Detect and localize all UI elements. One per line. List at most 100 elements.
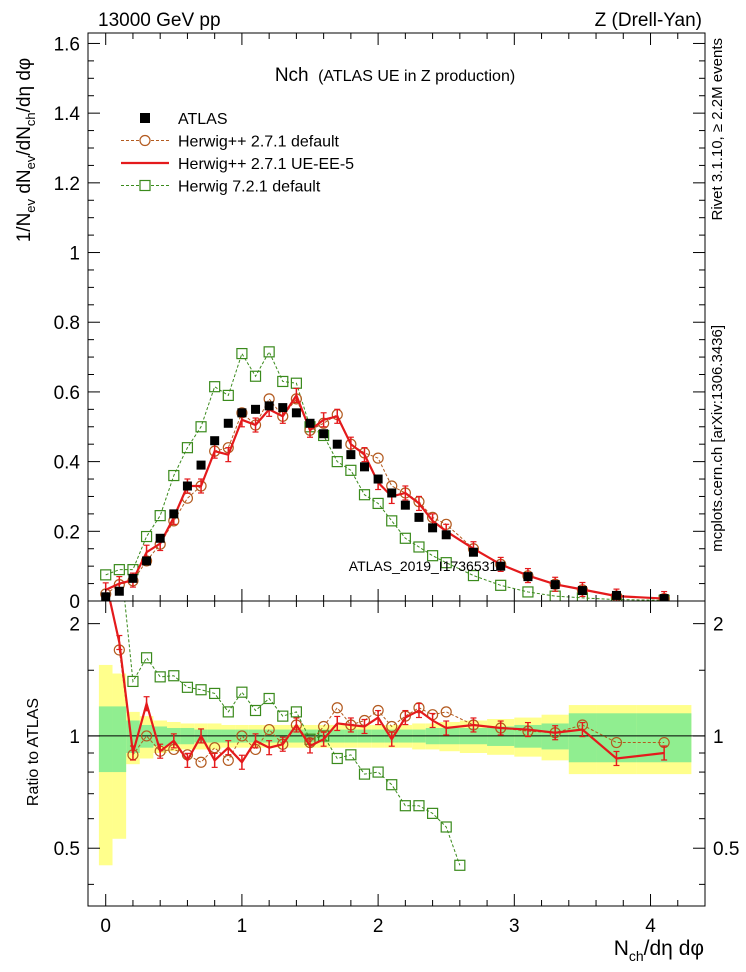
ratio-point-2-9 (222, 706, 234, 718)
ratio-point-2-20 (372, 766, 384, 778)
legend-label-0: ATLAS (178, 111, 228, 128)
ratio-point-0-6 (195, 756, 207, 768)
main-point-0-17 (332, 439, 342, 449)
ratio-point-2-23 (413, 800, 425, 812)
ratio-y-axis-label: Ratio to ATLAS (25, 698, 42, 806)
main-point-3-10 (236, 347, 248, 360)
main-point-0-8 (210, 436, 220, 446)
main-point-3-4 (154, 510, 166, 522)
main-point-0-29 (550, 580, 560, 590)
main-ytick-label-3: 0.6 (54, 383, 80, 404)
main-point-3-1 (113, 564, 125, 576)
main-ytick-label-0: 0 (69, 592, 80, 613)
main-point-3-18 (345, 464, 357, 476)
main-point-3-8 (209, 381, 221, 393)
main-point-3-9 (222, 389, 234, 402)
main-point-3-28 (522, 586, 534, 598)
ratio-x-axis-label: Nch/dη dφ (614, 937, 704, 964)
ratio-point-2-17 (331, 752, 343, 765)
legend-entry-1: Herwig++ 2.7.1 default (121, 134, 340, 151)
legend-marker-0 (140, 113, 150, 123)
main-point-3-27 (495, 579, 507, 591)
main-point-0-23 (414, 512, 424, 522)
ratio-ytick-label-0: 0.5 (54, 839, 80, 860)
ratio-xtick-label-1: 1 (237, 916, 248, 937)
main-point-0-25 (441, 530, 451, 540)
legend-label-2: Herwig++ 2.7.1 UE-EE-5 (178, 156, 354, 173)
main-point-3-23 (413, 541, 425, 553)
ratio-point-2-6 (181, 681, 194, 693)
ratio-point-2-13 (277, 710, 289, 722)
legend-marker-1 (139, 134, 151, 147)
ratio-point-2-5 (168, 670, 180, 682)
main-point-3-24 (426, 550, 439, 562)
main-ytick-label-2: 0.4 (54, 453, 81, 474)
ratio-point-2-22 (399, 800, 411, 812)
ratio-point-0-2 (140, 730, 153, 742)
ratio-point-2-19 (358, 768, 371, 780)
main-point-3-26 (467, 569, 480, 582)
legend-label-1: Herwig++ 2.7.1 default (178, 134, 340, 151)
ratio-point-2-1 (114, 543, 124, 553)
main-point-0-5 (169, 509, 179, 519)
ratio-point-0-7 (209, 742, 221, 754)
ratio-xtick-label-2: 2 (373, 916, 384, 937)
ratio-ytick-label-right-1: 1 (713, 727, 724, 748)
ratio-point-0-20 (386, 720, 398, 733)
band-green-0 (98, 706, 113, 773)
main-point-0-18 (346, 450, 356, 460)
ratio-bands (88, 664, 705, 866)
main-point-0-28 (523, 572, 533, 582)
main-point-0-12 (264, 401, 274, 411)
ratio-ytick-label-2: 2 (69, 615, 80, 636)
main-ytick-label-1: 0.2 (54, 522, 80, 543)
main-point-3-21 (386, 515, 398, 527)
ratio-point-2-11 (249, 704, 262, 717)
main-point-0-2 (128, 573, 138, 583)
main-ytick-label-4: 0.8 (54, 313, 80, 334)
main-series (100, 346, 670, 601)
ratio-point-2-0 (101, 441, 111, 451)
ratio-point-2-26 (454, 859, 466, 871)
ratio-point-2-8 (209, 687, 221, 700)
main-series-0 (101, 401, 669, 601)
main-point-3-25 (440, 557, 452, 569)
main-point-0-10 (237, 408, 247, 418)
plot-title: Nch (ATLAS UE in Z production) (275, 65, 515, 86)
main-point-3-11 (249, 370, 262, 382)
main-point-3-13 (277, 375, 289, 388)
ratio-ytick-label-1: 1 (69, 727, 80, 748)
main-point-3-5 (168, 469, 180, 482)
legend-entry-0: ATLAS (140, 111, 228, 128)
main-point-3-17 (331, 456, 343, 468)
main-point-0-24 (428, 523, 438, 533)
main-ytick-label-6: 1.2 (54, 174, 80, 195)
main-point-3-20 (372, 497, 384, 510)
main-ytick-label-5: 1 (69, 244, 80, 265)
legend-label-3: Herwig 7.2.1 default (178, 179, 321, 196)
ratio-point-2-14 (290, 706, 302, 718)
legend-entry-3: Herwig 7.2.1 default (121, 179, 321, 196)
main-point-0-22 (400, 500, 410, 510)
legend: ATLAS Herwig++ 2.7.1 default Herwig++ 2.7.… (121, 111, 354, 196)
main-point-0-4 (155, 533, 165, 543)
band-green-1 (112, 706, 127, 773)
main-point-3-12 (263, 346, 275, 358)
main-point-3-7 (195, 421, 207, 433)
main-point-3-22 (399, 532, 411, 544)
main-point-0-15 (305, 418, 315, 428)
ratio-point-2-4 (154, 671, 166, 683)
main-point-0-26 (468, 547, 478, 557)
ratio-point-0-9 (236, 730, 248, 742)
main-point-0-30 (577, 586, 587, 596)
main-point-3-19 (358, 489, 371, 501)
mcplots-label: mcplots.cern.ch [arXiv:1306.3436] (709, 325, 726, 552)
main-ytick-label-7: 1.4 (54, 104, 81, 125)
main-point-0-16 (319, 429, 329, 439)
ratio-ytick-label-right-0: 0.5 (713, 839, 739, 860)
ratio-point-0-11 (263, 723, 275, 736)
axes: 0 0.2 0.4 0.6 0.8 1 1.2 1.4 1.6 0 1 2 3 4 0.5 0.5 1 1 2 2 (54, 32, 739, 937)
ratio-xtick-label-4: 4 (645, 916, 656, 937)
ratio-point-0-8 (222, 754, 234, 766)
main-point-0-20 (373, 474, 383, 484)
